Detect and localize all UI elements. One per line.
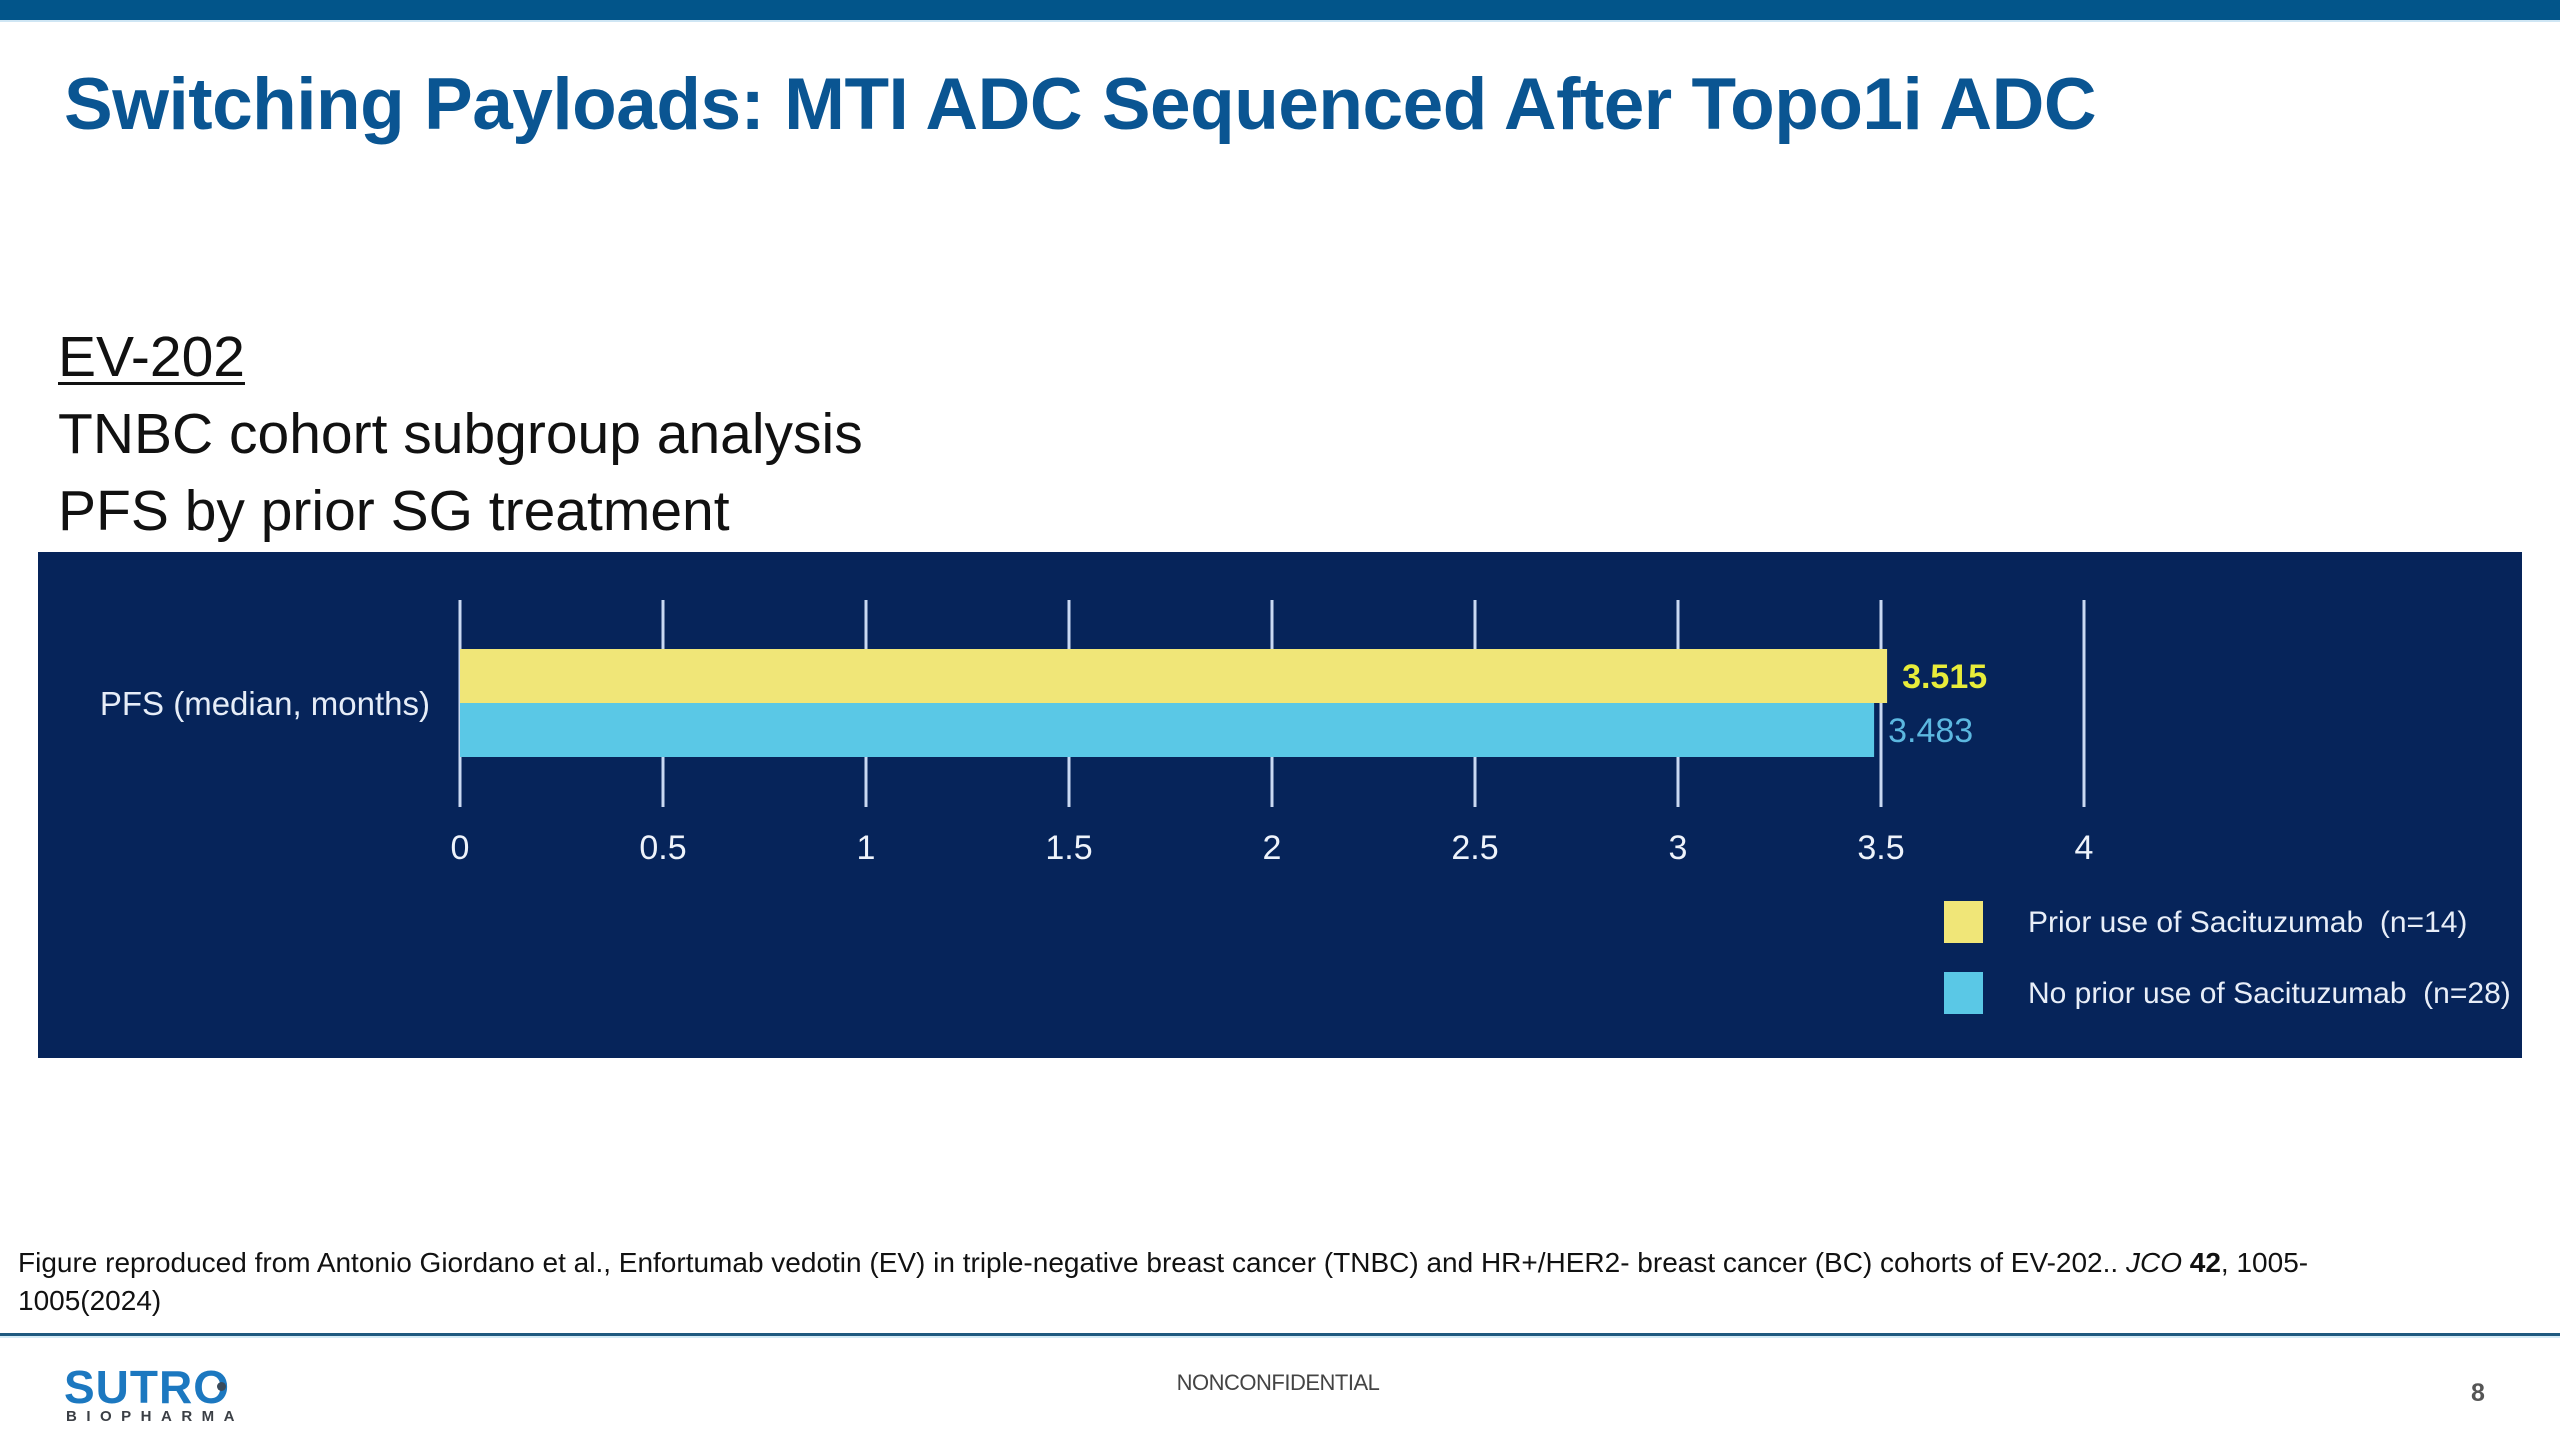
study-name: EV-202	[58, 325, 245, 389]
x-tick-label: 4	[2075, 829, 2094, 867]
top-accent-bar	[0, 0, 2560, 20]
legend-swatch	[1944, 901, 1983, 943]
x-tick-label: 2.5	[1451, 829, 1498, 867]
category-label: PFS (median, months)	[100, 685, 430, 722]
logo-subtitle: BIOPHARMA	[66, 1408, 244, 1425]
figure-source-footnote: Figure reproduced from Antonio Giordano …	[18, 1244, 2418, 1320]
category-labels: PFS (median, months)	[100, 685, 430, 722]
logo-dot-icon	[217, 1382, 226, 1391]
value-labels: 3.515 3.483	[1888, 658, 1987, 750]
footnote-pages-year: , 1005-1005(2024)	[18, 1247, 2309, 1316]
cohort-description: TNBC cohort subgroup analysis	[58, 402, 863, 466]
page-number: 8	[2471, 1379, 2485, 1407]
slide-title: Switching Payloads: MTI ADC Sequenced Af…	[64, 64, 2097, 145]
footnote-volume: 42	[2189, 1247, 2221, 1278]
bar-no-prior-sacituzumab	[460, 703, 1875, 757]
x-axis-tick-labels: 0 0.5 1 1.5 2 2.5 3 3.5 4	[451, 829, 2094, 867]
footer-divider-edge	[0, 1336, 2560, 1338]
x-tick-label: 3.5	[1857, 829, 1904, 867]
legend-swatch	[1944, 972, 1983, 1014]
footnote-journal: JCO	[2125, 1247, 2182, 1278]
x-tick-label: 1	[857, 829, 876, 867]
footnote-citation: Figure reproduced from Antonio Giordano …	[18, 1247, 2126, 1278]
legend-label: No prior use of Sacituzumab (n=28)	[2028, 977, 2511, 1010]
legend-label: Prior use of Sacituzumab (n=14)	[2028, 906, 2467, 939]
sutro-biopharma-logo: SUTRO BIOPHARMA	[64, 1361, 264, 1425]
x-tick-label: 2	[1263, 829, 1282, 867]
chart-panel: 3.515 3.483 0 0.5 1 1.5 2 2.5 3 3.5 4 PFS (median…	[38, 552, 2522, 1058]
bars	[460, 649, 1888, 757]
value-label: 3.515	[1902, 658, 1987, 696]
x-tick-label: 3	[1669, 829, 1688, 867]
confidentiality-label: NONCONFIDENTIAL	[1176, 1370, 1380, 1395]
endpoint-description: PFS by prior SG treatment	[58, 479, 730, 543]
x-tick-label: 0.5	[639, 829, 686, 867]
logo-wordmark: SUTRO	[64, 1361, 230, 1413]
legend: Prior use of Sacituzumab (n=14) No prior …	[1944, 901, 2511, 1014]
footer-divider	[0, 1333, 2560, 1336]
value-label: 3.483	[1888, 712, 1973, 750]
bar-prior-sacituzumab	[460, 649, 1888, 703]
top-accent-bar-edge	[0, 20, 2560, 22]
x-tick-label: 1.5	[1045, 829, 1092, 867]
pfs-bar-chart: 3.515 3.483 0 0.5 1 1.5 2 2.5 3 3.5 4 PFS (median…	[100, 600, 2511, 1014]
x-tick-label: 0	[451, 829, 470, 867]
